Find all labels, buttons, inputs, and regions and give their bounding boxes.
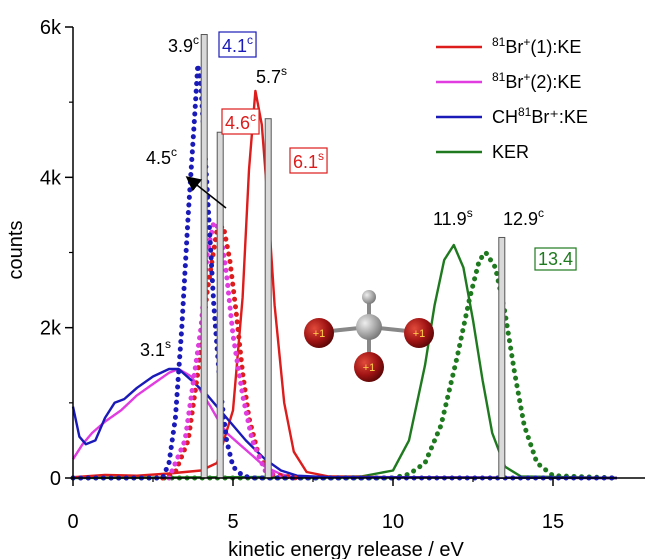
annotation-text: 5.7s [256, 64, 287, 87]
legend-pre: 81 [492, 70, 506, 84]
legend-pre: 81 [492, 35, 506, 49]
annotation-4: 6.1s [289, 147, 328, 174]
x-tick-label: 0 [67, 511, 78, 533]
x-tick-label: 5 [227, 511, 238, 533]
annotation-sup: s [318, 149, 324, 163]
series-line-2 [71, 367, 298, 480]
series-line-1 [160, 223, 300, 481]
annotation-5: 4.5c [146, 145, 177, 168]
series-line-7 [70, 250, 620, 481]
annotation-box [218, 31, 257, 58]
annotation-box [534, 247, 577, 271]
annotation-text: 3.1s [140, 337, 171, 360]
annotation-value: 13.4 [538, 249, 573, 269]
legend-entry-0: 81Br+(1):KE [492, 35, 581, 57]
annotation-value: 11.9 [433, 209, 467, 229]
molecule-illustration: +1 +1 +1 [304, 290, 434, 382]
y-tick-label: 6k [40, 17, 62, 39]
y-tick-label: 0 [50, 468, 61, 490]
legend-main: Br [505, 37, 523, 57]
marker-bar-2 [264, 118, 272, 479]
annotation-sup: s [281, 64, 287, 78]
annotation-value: 6.1 [293, 152, 318, 172]
series-line-5 [70, 62, 620, 481]
axes-layer: 0 5 10 15 0 2k 4k 6k [40, 17, 645, 533]
y-axis-title: counts [5, 221, 27, 280]
annotation-box [221, 108, 260, 135]
annotation-sup: c [193, 33, 199, 47]
series-line-3 [166, 219, 284, 481]
legend-post: (2):KE [530, 72, 581, 92]
x-tick-label: 10 [382, 511, 404, 533]
y-tick-label: 4k [40, 167, 62, 189]
x-tick-label: 15 [542, 511, 564, 533]
annotation-sup: c [247, 33, 253, 47]
annotation-3: 4.6c [221, 108, 260, 135]
annotation-sup: s [467, 206, 473, 220]
marker-bar-1 [216, 131, 224, 479]
annotation-1: 4.1c [218, 31, 257, 58]
legend-sup: 81 [518, 105, 532, 119]
annotation-text: 13.4 [538, 249, 573, 269]
annotation-text: 11.9s [433, 206, 473, 229]
annotation-text: 3.9c [168, 33, 199, 56]
legend-main: KER [492, 142, 529, 162]
legend-main: CH [492, 107, 518, 127]
annotation-text: 12.9c [503, 206, 544, 229]
x-axis-title: kinetic energy release / eV [228, 539, 464, 559]
annotation-7: 12.9c [503, 206, 544, 229]
annotation-sup: c [250, 110, 256, 124]
marker-bar-0 [200, 34, 208, 479]
hydrogen-atom [362, 290, 376, 304]
annotation-sup: c [171, 145, 177, 159]
annotation-text: 4.6c [225, 110, 256, 133]
bromine-atom-1 [404, 318, 434, 348]
carbon-atom [356, 314, 382, 340]
annotation-text: 6.1s [293, 149, 324, 172]
annotation-box [289, 147, 328, 174]
annotation-value: 12.9 [503, 209, 538, 229]
annotation-value: 4.5 [146, 148, 171, 168]
y-tick-label: 2k [40, 318, 62, 340]
annotation-text: 4.5c [146, 145, 177, 168]
bromine-atom-0 [304, 318, 334, 348]
annotation-value: 5.7 [256, 67, 281, 87]
annotation-sup: c [538, 206, 544, 220]
legend-main: Br [505, 72, 523, 92]
legend-sup: + [523, 35, 530, 49]
series-line-4 [71, 367, 618, 480]
annotation-8: 13.4 [534, 247, 577, 271]
annotation-value: 3.1 [140, 340, 165, 360]
legend-sup: + [523, 70, 530, 84]
annotation-value: 3.9 [168, 36, 193, 56]
bromine-atom-2 [354, 352, 384, 382]
arrow-annotation [185, 176, 227, 209]
bromine-charge-label-2: +1 [363, 362, 376, 374]
legend-entry-2: CH81Br⁺:KE [492, 105, 588, 127]
bromine-charge-label-1: +1 [413, 328, 426, 340]
annotation-0: 3.9c [168, 33, 199, 56]
legend-post: Br⁺:KE [531, 107, 588, 127]
annotation-2: 5.7s [256, 64, 287, 87]
annotation-value: 4.1 [222, 36, 247, 56]
marker-bar-3 [498, 236, 506, 479]
annotation-value: 4.6 [225, 113, 250, 133]
bromine-charge-label-0: +1 [313, 328, 326, 340]
annotation-sup: s [165, 337, 171, 351]
annotation-9: 3.1s [140, 337, 171, 360]
legend-entry-1: 81Br+(2):KE [492, 70, 581, 92]
annotation-6: 11.9s [433, 206, 473, 229]
series-line-6 [72, 243, 618, 480]
annotation-text: 4.1c [222, 33, 253, 56]
legend-entry-3: KER [492, 142, 529, 162]
legend-post: (1):KE [530, 37, 581, 57]
